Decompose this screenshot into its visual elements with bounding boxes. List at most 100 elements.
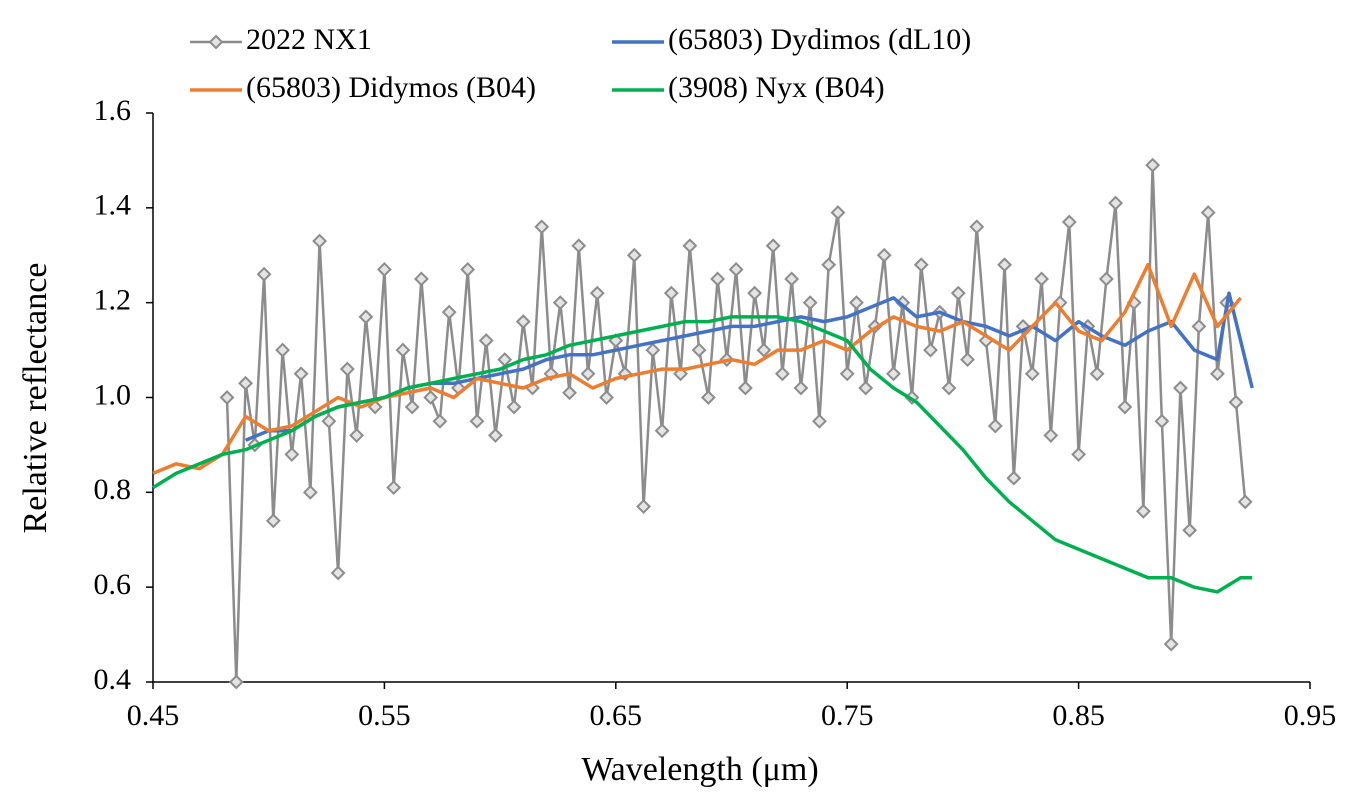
marker xyxy=(691,342,707,358)
legend-label: (65803) Dydimos (dL10) xyxy=(668,23,971,56)
marker xyxy=(349,428,365,443)
y-tick-label: 1.0 xyxy=(94,378,132,411)
marker xyxy=(423,390,439,405)
legend-marker xyxy=(208,34,224,50)
marker xyxy=(293,366,309,382)
marker xyxy=(737,380,753,396)
x-axis-title: Wavelength (μm) xyxy=(581,751,818,788)
x-tick-label: 0.45 xyxy=(127,699,180,732)
marker xyxy=(1145,157,1161,173)
series-line xyxy=(225,163,1247,684)
marker xyxy=(710,271,726,287)
y-axis-title: Relative reflectance xyxy=(17,263,54,534)
marker xyxy=(1200,205,1216,220)
marker xyxy=(367,399,383,415)
marker xyxy=(1135,503,1151,519)
y-tick-label: 0.4 xyxy=(94,663,132,696)
marker xyxy=(256,266,272,282)
x-tick-label: 0.85 xyxy=(1052,699,1105,732)
marker xyxy=(923,342,938,358)
marker xyxy=(571,238,587,254)
marker xyxy=(414,271,429,287)
marker xyxy=(849,295,864,311)
legend-label: (3908) Nyx (B04) xyxy=(668,71,885,104)
marker xyxy=(599,390,614,405)
marker xyxy=(321,413,337,429)
marker xyxy=(636,499,651,514)
marker xyxy=(1163,636,1179,652)
marker xyxy=(617,366,633,382)
marker xyxy=(1006,470,1022,486)
marker xyxy=(552,295,568,311)
marker xyxy=(941,380,957,396)
marker xyxy=(812,413,827,429)
marker xyxy=(858,380,874,396)
marker xyxy=(219,390,235,405)
marker xyxy=(1024,366,1040,382)
marker xyxy=(580,366,596,382)
marker xyxy=(488,428,503,443)
series-line xyxy=(152,315,1253,594)
marker xyxy=(478,333,494,349)
marker xyxy=(997,257,1012,273)
marker xyxy=(645,342,661,358)
marker xyxy=(534,219,550,235)
marker xyxy=(1154,413,1170,429)
x-tick-label: 0.65 xyxy=(590,699,643,732)
legend-label: (65803) Didymos (B04) xyxy=(246,71,536,104)
marker xyxy=(302,484,318,500)
marker xyxy=(386,480,402,496)
marker xyxy=(765,238,781,254)
marker xyxy=(802,295,818,311)
marker xyxy=(682,238,698,254)
marker xyxy=(793,380,809,396)
marker xyxy=(886,366,901,382)
marker xyxy=(562,385,577,401)
x-tick-label: 0.95 xyxy=(1284,699,1337,732)
marker xyxy=(515,314,531,330)
marker xyxy=(469,413,485,429)
marker xyxy=(404,399,420,415)
marker xyxy=(876,247,892,263)
marker xyxy=(1061,214,1077,230)
y-tick-label: 0.8 xyxy=(94,473,132,506)
marker xyxy=(1182,522,1198,538)
marker xyxy=(312,233,328,249)
marker xyxy=(1173,380,1188,396)
marker xyxy=(228,674,244,690)
marker xyxy=(1108,195,1124,211)
y-tick-label: 1.6 xyxy=(94,94,132,127)
marker xyxy=(756,342,772,358)
marker xyxy=(432,413,448,429)
y-tick-label: 0.6 xyxy=(94,568,132,601)
y-tick-label: 1.2 xyxy=(94,284,132,317)
marker xyxy=(821,257,837,273)
marker xyxy=(1089,366,1105,382)
marker xyxy=(1228,394,1244,410)
marker xyxy=(1043,428,1059,443)
marker xyxy=(1098,271,1114,287)
marker xyxy=(460,262,476,277)
marker xyxy=(441,304,457,320)
x-tick-label: 0.55 xyxy=(358,699,411,732)
y-tick-label: 1.4 xyxy=(94,189,132,222)
marker xyxy=(700,390,716,405)
marker xyxy=(830,205,846,220)
marker xyxy=(663,285,679,301)
marker xyxy=(1117,399,1133,415)
marker xyxy=(275,342,290,358)
marker xyxy=(784,271,800,287)
marker xyxy=(913,257,929,273)
marker xyxy=(654,423,670,439)
marker xyxy=(969,219,985,235)
marker xyxy=(987,418,1003,434)
marker xyxy=(265,513,281,529)
marker xyxy=(950,285,966,301)
marker xyxy=(339,361,355,377)
series-line xyxy=(152,262,1242,476)
marker xyxy=(589,285,605,301)
marker xyxy=(747,285,763,301)
marker xyxy=(376,262,392,277)
marker xyxy=(543,366,559,382)
